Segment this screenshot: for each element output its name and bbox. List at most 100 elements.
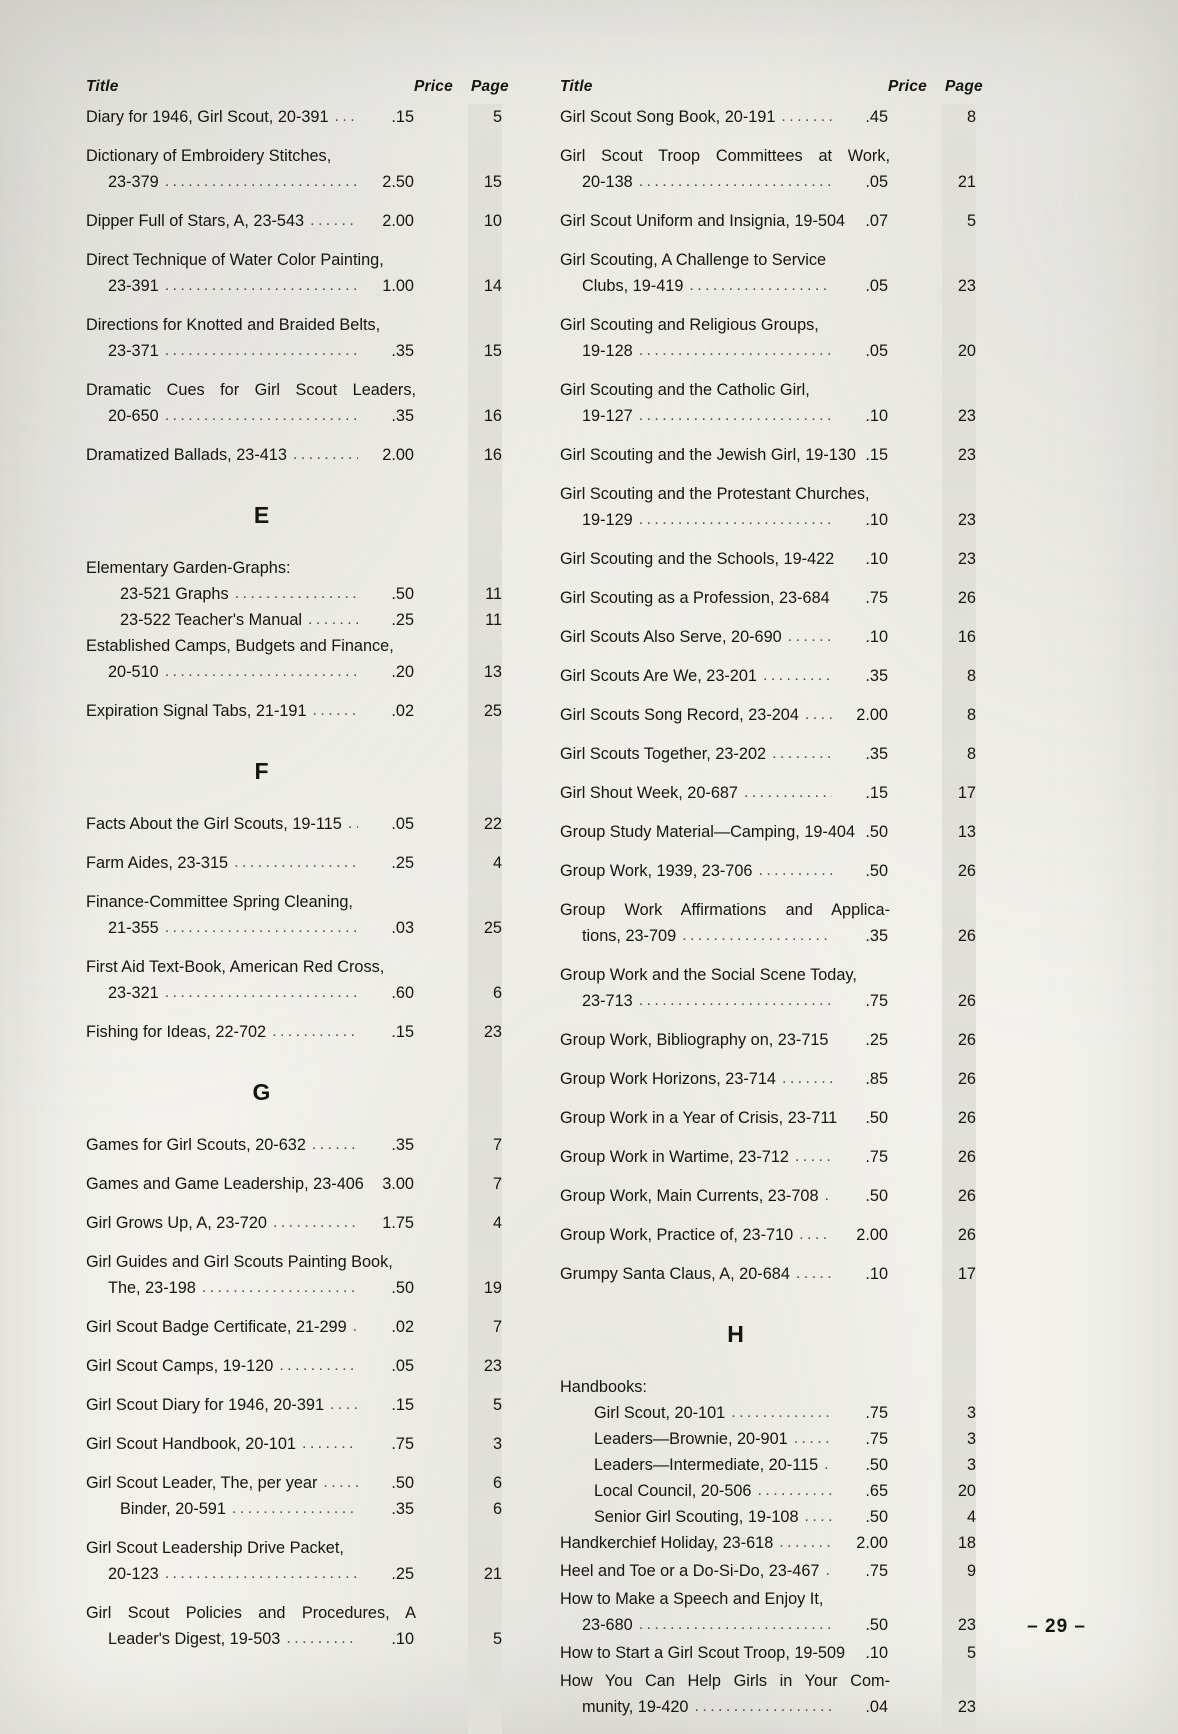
index-entry-line: 23-371..................................… [86, 338, 518, 1734]
entry-price: .50 [391, 1474, 414, 1492]
dot-leader: ........................................ [164, 984, 358, 1001]
entry-title: Diary for 1946, Girl Scout, 20-391 [86, 108, 329, 126]
dot-leader: ........................................ [638, 1616, 832, 1633]
index-entry: Girl Scout Policies and Procedures, A Lea… [86, 1600, 518, 1734]
entry-page-number: 23 [942, 1694, 976, 1734]
entry-price: 1.00 [382, 277, 414, 295]
dot-leader: ........................................ [682, 927, 832, 944]
entry-title: Girl Scout Leadership Drive Packet, [86, 1539, 344, 1557]
dot-leader: ........................................ [201, 1279, 358, 1296]
entry-price: .65 [865, 1482, 888, 1500]
entry-price: .02 [391, 1318, 414, 1336]
entry-price: .05 [391, 815, 414, 833]
index-entry-line: Girl Scouting and the Catholic Girl, [560, 377, 992, 403]
entry-title: 23-680 [582, 1616, 633, 1634]
index-entry-line: Directions for Knotted and Braided Belts… [86, 312, 518, 338]
dot-leader: ........................................ [762, 667, 832, 684]
dot-leader: ........................................ [231, 1500, 358, 1517]
entry-title: Elementary Garden-Graphs: [86, 559, 291, 577]
entry-title: The, 23-198 [108, 1279, 196, 1297]
entry-price: .75 [865, 589, 888, 607]
entry-title: Binder, 20-591 [120, 1500, 226, 1518]
entry-title: 23-521 Graphs [120, 585, 229, 603]
index-entry: Facts About the Girl Scouts, 19-115.....… [86, 811, 518, 1734]
index-entry: Group Work Affirmations and Applica-tion… [560, 897, 992, 1734]
entry-title: 20-510 [108, 663, 159, 681]
entry-price: .10 [865, 1265, 888, 1283]
index-entry: Games for Girl Scouts, 20-632...........… [86, 1132, 518, 1734]
entry-price: .05 [391, 1357, 414, 1375]
index-entry: Girl Scouts Are We, 23-201..............… [560, 663, 992, 1734]
dot-leader: ........................................ [323, 1474, 358, 1491]
entry-title: 23-713 [582, 992, 633, 1010]
index-entry: Girl Scout Diary for 1946, 20-391.......… [86, 1392, 518, 1734]
index-entry: Girl Scouting and the Schools, 19-422...… [560, 546, 992, 1734]
dot-leader: ........................................ [310, 212, 358, 229]
dot-leader: ........................................ [787, 628, 832, 645]
entry-price: .15 [865, 446, 888, 464]
entry-price: .10 [865, 511, 888, 529]
dot-leader: ........................................ [779, 1534, 832, 1551]
index-entry: Group Work in Wartime, 23-712...........… [560, 1144, 992, 1734]
index-entry-line: Leaders—Intermediate, 20-115............… [560, 1452, 992, 1734]
dot-leader: ........................................ [804, 706, 832, 723]
index-entry-line: Group Work, Bibliography on, 23-715.....… [560, 1027, 992, 1734]
entry-price: .10 [865, 550, 888, 568]
index-entry-line: Girl Scout Leadership Drive Packet, [86, 1535, 518, 1561]
dot-leader: ........................................ [638, 407, 832, 424]
dot-leader: ........................................ [694, 1698, 833, 1715]
entry-price: .15 [391, 108, 414, 126]
index-entry-line: Direct Technique of Water Color Painting… [86, 247, 518, 273]
entry-title: Local Council, 20-506 [594, 1482, 752, 1500]
column-header-price: Price [414, 78, 453, 95]
index-entry-line: 23-521 Graphs...........................… [86, 581, 518, 1734]
entry-title: Directions for Knotted and Braided Belts… [86, 316, 381, 334]
entry-price: .15 [865, 784, 888, 802]
index-entry: Girl Scouting, A Challenge to Service Clu… [560, 247, 992, 1734]
entry-title: Leaders—Intermediate, 20-115 [594, 1456, 819, 1474]
dot-leader: ........................................ [279, 1357, 358, 1374]
entry-title: 19-127 [582, 407, 633, 425]
index-entry: First Aid Text-Book, American Red Cross,… [86, 954, 518, 1734]
column-header-price: Price [888, 78, 927, 95]
index-entry-line: Girl Scouting and Religious Groups, [560, 312, 992, 338]
index-entry-line: The, 23-198.............................… [86, 1275, 518, 1734]
index-entry-line: Girl Scout Uniform and Insignia, 19-504.… [560, 208, 992, 1734]
index-entry: Grumpy Santa Claus, A, 20-684...........… [560, 1261, 992, 1734]
dot-leader: ........................................ [638, 992, 832, 1009]
index-entry-line: 19-129..................................… [560, 507, 992, 1734]
dot-leader: ........................................ [638, 511, 832, 528]
index-entry: Finance-Committee Spring Cleaning, 21-355… [86, 889, 518, 1734]
page-folio: – 29 – [1027, 1616, 1086, 1637]
entry-title: Girl Shout Week, 20-687 [560, 784, 738, 802]
index-entry-line: Facts About the Girl Scouts, 19-115.....… [86, 811, 518, 1734]
index-entry-line: Girl Shout Week, 20-687.................… [560, 780, 992, 1734]
index-entry: Girl Scout Handbook, 20-101.............… [86, 1431, 518, 1734]
entry-title: 19-128 [582, 342, 633, 360]
column-header-page: Page [471, 78, 509, 95]
dot-leader: ........................................ [272, 1214, 358, 1231]
dot-leader: ........................................ [743, 784, 832, 801]
dot-leader: ........................................ [757, 1482, 833, 1499]
entry-price: .85 [865, 1070, 888, 1088]
entry-title: Group Work, Practice of, 23-710 [560, 1226, 794, 1244]
index-entry-line: Elementary Garden-Graphs: [86, 555, 518, 581]
dot-leader: ........................................ [164, 342, 358, 359]
index-entry: Girl Scout Leader, The, per year........… [86, 1470, 518, 1734]
entry-title: Dramatic Cues for Girl Scout Leaders, [86, 381, 416, 399]
dot-leader: ........................................ [781, 108, 832, 125]
index-entry: Girl Scouting and Religious Groups, 19-12… [560, 312, 992, 1734]
index-entry-line: Girl Scouting as a Profession, 23-684...… [560, 585, 992, 1734]
entry-price: .35 [391, 1500, 414, 1518]
index-entry: Direct Technique of Water Color Painting… [86, 247, 518, 1734]
entry-price: .50 [391, 1279, 414, 1297]
index-entry-line: Girl Guides and Girl Scouts Painting Boo… [86, 1249, 518, 1275]
dot-leader: ........................................ [308, 611, 358, 628]
entry-title: Games and Game Leadership, 23-406 [86, 1175, 364, 1193]
entry-title: tions, 23-709 [582, 927, 677, 945]
dot-leader: ........................................ [804, 1508, 832, 1525]
index-entry: Girl Grows Up, A, 23-720................… [86, 1210, 518, 1734]
entry-price: .75 [865, 1148, 888, 1166]
index-entry-line: Dipper Full of Stars, A, 23-543.........… [86, 208, 518, 1734]
entry-title: Girl Scouting and the Catholic Girl, [560, 381, 810, 399]
